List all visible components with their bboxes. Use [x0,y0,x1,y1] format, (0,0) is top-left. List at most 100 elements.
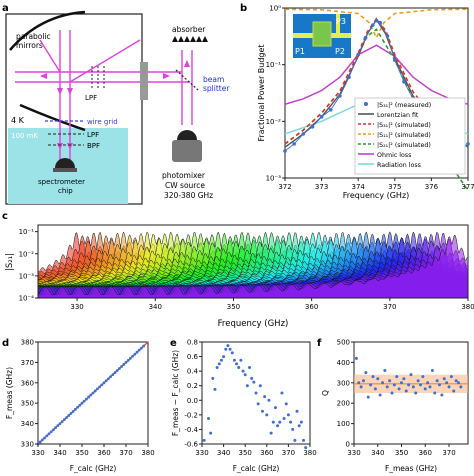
data-point [400,381,403,385]
y-tick-label: 10⁻³ [266,175,282,183]
data-point [295,409,299,413]
measured-point [363,35,368,40]
absorber-icon [172,36,208,42]
panel-d-ticks: 330 340 350 360 370 380 330 340 350 360 370 380 [21,339,155,458]
y-tick-label: -0.4 [184,426,198,434]
x-tick-label: 360 [260,449,273,457]
x-tick-label: 380 [141,449,154,457]
source-label-1: photomixer [162,171,206,180]
panel-d-xlabel: F_calc (GHz) [70,464,117,473]
legend-label: Ohmic loss [377,152,411,159]
measured-point [466,142,470,146]
panel-e-ylabel: F_meas − F_calc (GHz) [171,350,180,436]
data-point [71,409,75,413]
legend-marker [364,102,368,106]
data-point [265,413,269,417]
data-point [239,358,243,362]
y-tick-label: 350 [21,400,34,408]
panel-c-frame [37,224,469,299]
data-point [206,417,210,420]
data-point [137,348,141,352]
data-point [280,391,284,395]
y-tick-label: 100 [337,420,350,428]
panel-c-ticks: 330 340 350 360 370 380 10⁻¹ 10⁻² 10⁻³ 10⁻⁴ [19,228,474,311]
data-point [395,375,399,379]
y-tick-label: 10⁻¹ [19,228,35,236]
data-point [381,381,384,385]
y-tick-label: 0.4 [187,368,199,376]
legend-label: |S₁₁|² (simulated) [377,132,431,139]
chip-label-2: chip [58,187,73,195]
data-point [397,387,401,391]
panel-a-letter: a [2,3,9,14]
data-point [241,369,245,373]
mirrors-label-2: mirrors [16,41,43,50]
data-point [390,391,394,395]
panel-b: b 372 373 374 375 376 377 10⁰ 10⁻¹ 10⁻² 10⁻³ Freq… [240,3,474,200]
data-point [54,426,57,430]
data-point [111,373,115,377]
data-point [230,351,234,355]
y-tick-label: 200 [337,400,350,408]
data-point [256,402,260,406]
panel-d-ylabel: F_meas (GHz) [5,367,14,419]
data-point [433,391,437,395]
panel-b-ylabel: Fractional Power Budget [257,44,266,141]
data-point [258,384,262,388]
lpf-top-label: LPF [85,94,97,102]
y-tick-label: 300 [337,379,350,387]
data-point [96,387,99,391]
measured-point [338,94,342,98]
panel-b-inset: P3 P1 P2 [293,14,351,58]
panel-f: f 330 340 350 360 370 0 100 200 300 400 500 F_meas… [317,338,469,473]
data-point [252,380,256,384]
y-tick-label: 0.8 [187,339,198,347]
x-tick-label: 372 [278,183,291,191]
ohmic-loss-line [284,44,469,105]
panel-e-letter: e [170,338,177,349]
data-point [293,438,297,442]
measured-point [371,23,375,27]
data-point [250,376,254,380]
measured-point [402,79,406,84]
y-tick-label: 10⁻² [19,250,35,258]
data-point [254,391,258,395]
data-point [217,362,221,366]
data-point [98,385,101,389]
x-tick-label: 360 [305,303,318,311]
y-tick-label: 0 [346,441,350,449]
measured-point [283,149,287,153]
data-point [269,431,273,435]
x-tick-label: 330 [195,449,208,457]
data-point [385,385,389,389]
data-point [76,405,79,409]
y-tick-label: 370 [21,359,34,367]
data-point [392,383,396,387]
data-point [222,355,226,359]
data-point [232,358,236,362]
data-point [131,354,135,358]
data-point [82,399,86,403]
measured-point [292,142,296,146]
beam-splitter-label-2: splitter [203,84,230,93]
data-point [299,420,303,424]
x-tick-label: 340 [217,449,230,457]
data-point [454,379,458,383]
data-point [263,395,267,399]
data-point [357,381,361,385]
panel-c-letter: c [2,211,8,222]
lpf-bottom-label: LPF [87,131,99,139]
data-point [414,391,418,395]
data-point [219,358,223,362]
panel-a: a parabolic mirrors [2,3,230,205]
legend-label: |S₃₁|² (measured) [377,102,431,109]
data-point [228,347,232,351]
data-point [449,375,453,379]
data-point [421,375,425,379]
data-point [129,356,132,360]
data-point [226,344,230,348]
y-tick-label: 400 [337,359,350,367]
data-point [245,384,249,388]
measured-point [374,18,379,23]
inset-label-p1: P1 [295,47,305,56]
